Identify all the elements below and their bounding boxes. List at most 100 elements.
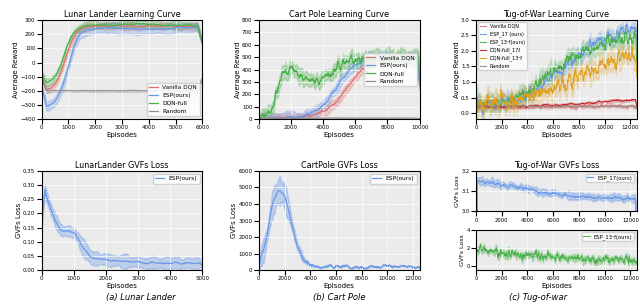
Random: [255, 117, 262, 121]
ESP(ours): [38, 84, 45, 87]
Vanilla DQN: [416, 84, 424, 87]
DQN-full: [155, 23, 163, 27]
Title: Tug-of-War Learning Curve: Tug-of-War Learning Curve: [504, 10, 609, 19]
DQN-full_17ℓ: [523, 106, 531, 110]
Random: [387, 116, 395, 120]
ESP(ours): [38, 219, 46, 222]
Random: [496, 104, 504, 107]
Vanilla DQN: [156, 25, 163, 29]
DQN-full: [156, 23, 163, 27]
X-axis label: Episodes: Episodes: [107, 283, 138, 289]
Random: [332, 116, 340, 120]
ESP_13¹f(ours): [578, 49, 586, 53]
DQN-full: [397, 51, 405, 54]
Vanilla DQN: [140, 25, 147, 28]
DQN-full_13¹f: [633, 76, 640, 79]
Random: [155, 89, 163, 92]
Title: Tug-of-War GVFs Loss: Tug-of-War GVFs Loss: [514, 161, 599, 170]
ESP_17 (ours): [523, 93, 531, 97]
Title: CartPole GVFs Loss: CartPole GVFs Loss: [301, 161, 378, 170]
ESP(ours): [275, 189, 283, 192]
ESP(ours): [362, 267, 370, 270]
ESP(ours): [38, 225, 45, 229]
ESP_13¹f(ours): [472, 256, 480, 260]
Random: [618, 105, 625, 108]
Vanilla DQN: [472, 108, 480, 112]
ESP(ours): [413, 56, 420, 60]
Legend: ESP(ours): ESP(ours): [153, 174, 200, 184]
Line: Vanilla DQN: Vanilla DQN: [42, 25, 202, 90]
ESP_13¹f(ours): [580, 259, 588, 262]
DQN-full_13¹f: [472, 108, 480, 111]
ESP_13¹f(ours): [501, 254, 509, 257]
ESP(ours): [416, 84, 424, 87]
Random: [102, 89, 109, 93]
ESP(ours): [332, 88, 339, 92]
Random: [518, 104, 525, 108]
Vanilla DQN: [266, 117, 273, 121]
Line: ESP_17(ours): ESP_17(ours): [476, 181, 637, 307]
ESP(ours): [198, 264, 206, 268]
ESP_13¹f(ours): [472, 107, 480, 110]
X-axis label: Episodes: Episodes: [541, 132, 572, 138]
Random: [38, 76, 45, 79]
Y-axis label: Average Reward: Average Reward: [13, 41, 19, 98]
Legend: ESP_17(ours): ESP_17(ours): [586, 173, 634, 182]
Random: [578, 104, 586, 108]
Y-axis label: GVFs Loss: GVFs Loss: [460, 234, 465, 266]
Random: [139, 89, 147, 93]
DQN-full: [43, 81, 51, 84]
ESP(ours): [43, 104, 51, 108]
Line: Vanilla DQN: Vanilla DQN: [259, 56, 420, 119]
ESP_13¹f(ours): [621, 29, 629, 33]
Vanilla DQN: [598, 103, 605, 107]
DQN-full: [413, 55, 420, 58]
Random: [57, 89, 65, 93]
ESP_17 (ours): [623, 23, 630, 26]
DQN-full_13¹f: [480, 113, 488, 116]
Random: [598, 104, 605, 108]
Vanilla DQN: [155, 25, 163, 28]
Y-axis label: Average Reward: Average Reward: [235, 41, 241, 98]
ESP_13¹f(ours): [523, 93, 531, 96]
DQN-full: [91, 23, 99, 27]
ESP(ours): [155, 27, 163, 31]
Vanilla DQN: [618, 104, 625, 108]
DQN-full_13¹f: [578, 67, 586, 71]
ESP_17 (ours): [633, 60, 640, 63]
ESP(ours): [328, 264, 335, 268]
ESP_17 (ours): [472, 109, 480, 112]
Random: [154, 89, 161, 92]
DQN-full: [333, 67, 340, 71]
Text: (c) Tug-of-war: (c) Tug-of-war: [509, 293, 566, 302]
ESP(ours): [351, 64, 358, 67]
Title: Lunar Lander Learning Curve: Lunar Lander Learning Curve: [64, 10, 180, 19]
Vanilla DQN: [517, 105, 525, 109]
Random: [416, 117, 424, 121]
ESP(ours): [416, 266, 424, 270]
X-axis label: Episodes: Episodes: [541, 283, 572, 289]
Line: ESP(ours): ESP(ours): [259, 55, 420, 120]
ESP_17 (ours): [518, 98, 525, 102]
Line: ESP_17 (ours): ESP_17 (ours): [476, 25, 637, 114]
Vanilla DQN: [511, 103, 519, 107]
Random: [191, 89, 198, 93]
ESP(ours): [255, 118, 262, 122]
Line: DQN-full_13¹f: DQN-full_13¹f: [476, 46, 637, 115]
X-axis label: Episodes: Episodes: [107, 132, 138, 138]
ESP(ours): [174, 261, 182, 264]
Legend: ESP_13¹f(ours): ESP_13¹f(ours): [582, 232, 634, 241]
Line: Vanilla DQN: Vanilla DQN: [476, 105, 637, 110]
Line: DQN-full_17ℓ: DQN-full_17ℓ: [476, 99, 637, 110]
ESP(ours): [154, 27, 162, 30]
X-axis label: Episodes: Episodes: [324, 132, 355, 138]
DQN-full: [38, 71, 45, 75]
Vanilla DQN: [198, 42, 206, 45]
DQN-full_13¹f: [523, 95, 531, 99]
DQN-full: [255, 116, 262, 119]
Line: DQN-full: DQN-full: [42, 23, 202, 83]
ESP_13¹f(ours): [517, 92, 525, 95]
DQN-full_17ℓ: [578, 102, 586, 106]
ESP_17 (ours): [511, 99, 519, 103]
ESP_17(ours): [593, 197, 601, 200]
